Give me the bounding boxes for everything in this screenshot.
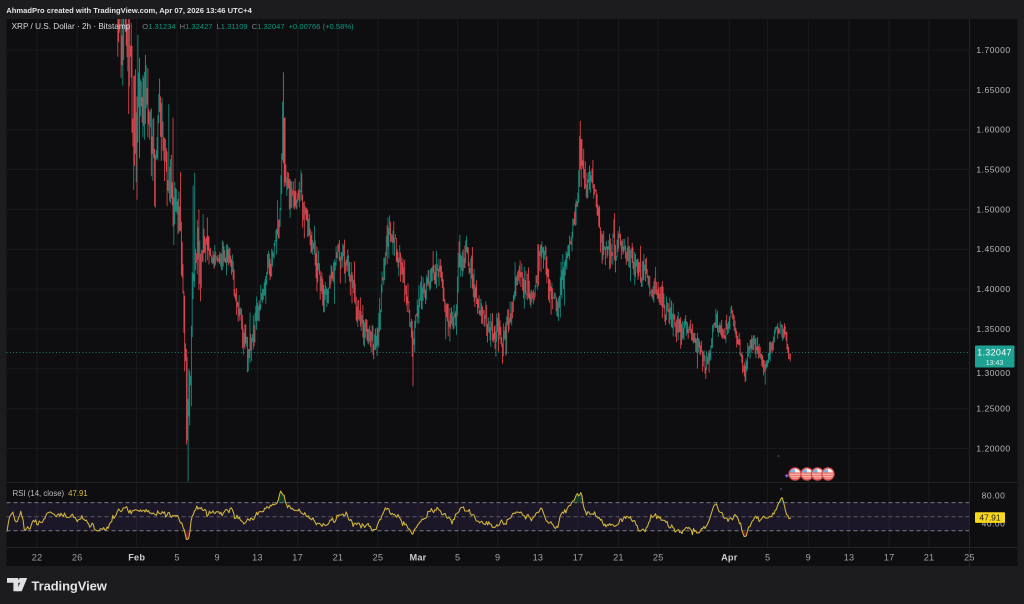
svg-text:21: 21 [924, 553, 935, 563]
svg-text:1.20000: 1.20000 [976, 444, 1010, 454]
svg-text:1.35000: 1.35000 [976, 324, 1010, 334]
svg-text:5: 5 [455, 553, 460, 563]
svg-text:AhmadPro created with TradingV: AhmadPro created with TradingView.com, A… [6, 6, 252, 15]
svg-text:1.60000: 1.60000 [976, 125, 1010, 135]
svg-text:13:43: 13:43 [986, 360, 1004, 367]
svg-text:1.25000: 1.25000 [976, 404, 1010, 414]
svg-text:17: 17 [573, 553, 584, 563]
svg-text:RSI (14, close)47.91: RSI (14, close) 47.91 [13, 489, 88, 498]
svg-text:XRP / U.S. Dollar · 2h · Bitst: XRP / U.S. Dollar · 2h · Bitstamp O1.3123… [12, 22, 354, 31]
svg-text:TradingView: TradingView [32, 579, 108, 594]
svg-text:26: 26 [72, 553, 83, 563]
svg-text:17: 17 [292, 553, 303, 563]
svg-text:47.91: 47.91 [979, 512, 1001, 522]
svg-text:9: 9 [495, 553, 500, 563]
svg-text:5: 5 [174, 553, 179, 563]
svg-text:13: 13 [252, 553, 263, 563]
svg-text:17: 17 [884, 553, 895, 563]
svg-text:25: 25 [373, 553, 384, 563]
svg-text:1.55000: 1.55000 [976, 165, 1010, 175]
svg-text:9: 9 [215, 553, 220, 563]
svg-text:1.50000: 1.50000 [976, 204, 1010, 214]
svg-text:13: 13 [844, 553, 855, 563]
svg-text:1.32047: 1.32047 [977, 348, 1012, 358]
svg-text:1.30000: 1.30000 [976, 368, 1010, 378]
svg-text:21: 21 [613, 553, 624, 563]
svg-text:25: 25 [653, 553, 664, 563]
svg-text:1.45000: 1.45000 [976, 244, 1010, 254]
svg-text:Feb: Feb [128, 553, 145, 563]
svg-text:13: 13 [533, 553, 544, 563]
svg-text:Mar: Mar [410, 553, 427, 563]
svg-text:✦: ✦ [784, 472, 791, 481]
svg-text:22: 22 [32, 553, 43, 563]
svg-text:Apr: Apr [721, 553, 738, 563]
svg-text:21: 21 [333, 553, 344, 563]
svg-text:1.70000: 1.70000 [976, 45, 1010, 55]
svg-text:80.00: 80.00 [982, 491, 1006, 501]
svg-text:1.40000: 1.40000 [976, 284, 1010, 294]
svg-text:9: 9 [806, 553, 811, 563]
svg-text:25: 25 [964, 553, 975, 563]
svg-text:5: 5 [765, 553, 770, 563]
svg-text:1.65000: 1.65000 [976, 85, 1010, 95]
svg-text:40.00: 40.00 [982, 519, 1006, 529]
